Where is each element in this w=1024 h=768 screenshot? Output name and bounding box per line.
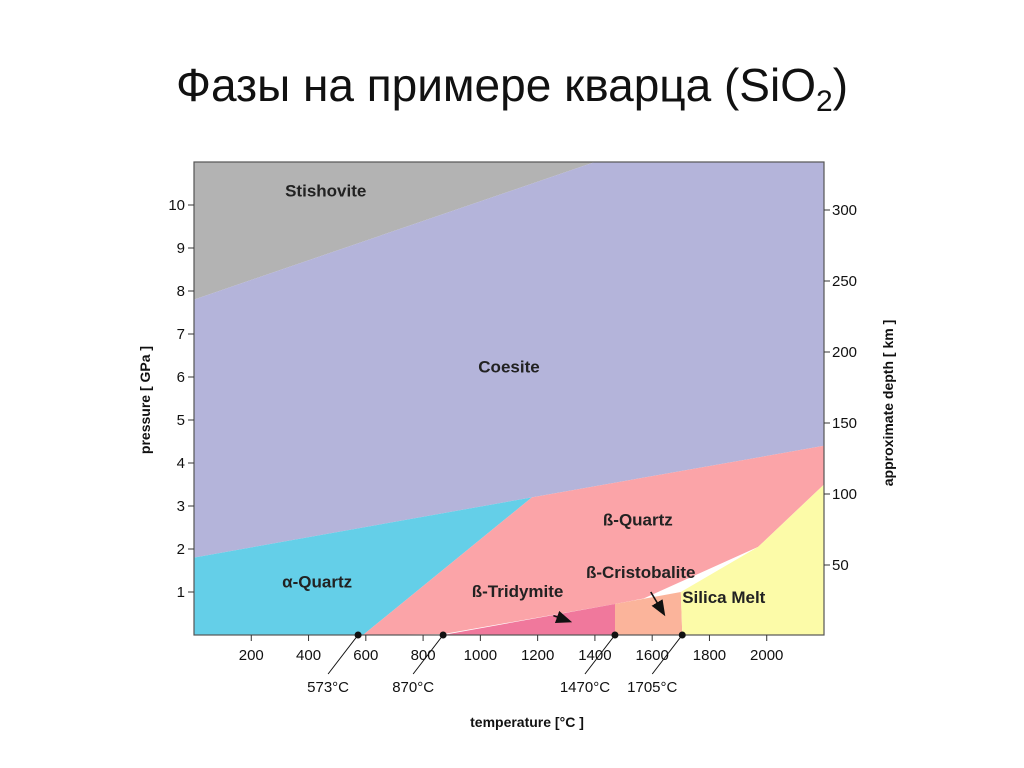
x-tick-label: 1800 (693, 647, 726, 664)
phase-label-quartz: ß-Quartz (603, 510, 673, 529)
marker-leader (412, 634, 444, 675)
temperature-markers: 573°C 870°C 1470°C 1705°C (307, 631, 686, 696)
left-tick-label: 7 (177, 326, 185, 343)
slide-title: Фазы на примере кварца (SiO2) (0, 58, 1024, 119)
left-tick-label: 9 (177, 240, 185, 257)
plot-frame (193, 161, 825, 636)
x-tick-label: 1200 (521, 647, 554, 664)
marker-label: 1705°C (627, 679, 677, 696)
left-tick-label: 8 (177, 283, 185, 300)
phase-region-silica-melt (680, 484, 824, 635)
x-tick-label: 1600 (635, 647, 668, 664)
left-tick-label: 5 (177, 412, 185, 429)
left-axis-ticks: 1 2 3 4 5 6 7 8 9 10 (168, 197, 194, 601)
left-tick-label: 6 (177, 369, 185, 386)
phase-region-coesite (194, 162, 824, 558)
title-main: Фазы на примере кварца (SiO (175, 59, 816, 111)
x-tick-label: 1400 (578, 647, 611, 664)
left-tick-label: 3 (177, 498, 185, 515)
x-tick-label: 600 (353, 647, 378, 664)
left-tick-label: 4 (177, 455, 185, 472)
marker-leader (327, 634, 359, 675)
right-tick-label: 200 (832, 344, 857, 361)
right-axis-ticks: 50 100 150 200 250 300 (824, 202, 857, 574)
right-tick-label: 150 (832, 415, 857, 432)
left-axis-title: pressure [ GPa ] (137, 346, 153, 454)
right-tick-label: 100 (832, 486, 857, 503)
phase-region-cristobalite (615, 592, 683, 635)
left-tick-label: 2 (177, 541, 185, 558)
x-axis-ticks: 200 400 600 800 1000 1200 1400 1600 1800 2000 (239, 635, 783, 664)
right-axis-title: approximate depth [ km ] (880, 320, 896, 486)
phase-label-tridymite: ß-Tridymite (472, 582, 564, 601)
phase-label-silica-melt: Silica Melt (682, 588, 765, 607)
x-axis-title: temperature [°C ] (470, 714, 584, 730)
title-subscript: 2 (816, 85, 833, 118)
marker-dot (678, 631, 686, 639)
marker-label: 1470°C (560, 679, 610, 696)
x-tick-label: 200 (239, 647, 264, 664)
x-tick-label: 1000 (464, 647, 497, 664)
phase-regions (194, 162, 824, 635)
marker-label: 573°C (307, 679, 349, 696)
phase-region-quartz (194, 497, 532, 635)
marker-leader (651, 634, 683, 675)
left-tick-label: 1 (177, 584, 185, 601)
phase-label-cristobalite: ß-Cristobalite (586, 563, 696, 582)
phase-labels: Stishovite Coesite α-Quartz ß-Quartz ß-Tridy… (282, 181, 766, 606)
label-arrow (650, 591, 666, 617)
phase-region-quartz (363, 445, 824, 635)
marker-dot (611, 631, 619, 639)
x-tick-label: 2000 (750, 647, 783, 664)
marker-label: 870°C (392, 679, 434, 696)
phase-label-coesite: Coesite (478, 358, 539, 377)
label-arrows (553, 591, 666, 623)
marker-leader (584, 634, 616, 675)
marker-dot (354, 631, 362, 639)
phase-label-stishovite: Stishovite (285, 181, 366, 200)
phase-label-quartz: α-Quartz (282, 573, 352, 592)
right-tick-label: 50 (832, 557, 849, 574)
title-end: ) (832, 59, 849, 111)
right-tick-label: 300 (832, 202, 857, 219)
right-tick-label: 250 (832, 273, 857, 290)
x-tick-label: 800 (411, 647, 436, 664)
marker-dot (439, 631, 447, 639)
left-tick-label: 10 (168, 197, 185, 214)
label-arrow (553, 610, 573, 623)
x-tick-label: 400 (296, 647, 321, 664)
